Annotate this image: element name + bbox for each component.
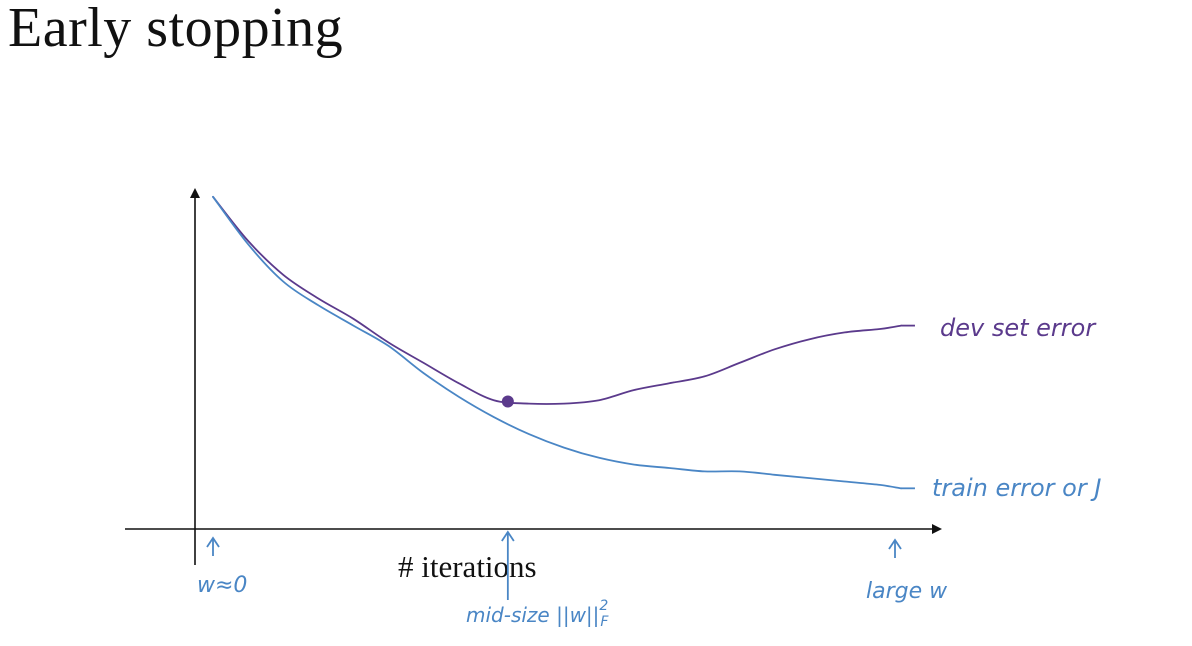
series-label-train: train error or J xyxy=(932,474,1101,502)
annotation-arrow-origin xyxy=(206,536,220,556)
dev-set-error-curve xyxy=(212,195,902,405)
series-label-dev: dev set error xyxy=(940,314,1097,342)
early-stop-marker xyxy=(501,395,514,408)
annotation-arrows xyxy=(206,530,902,600)
x-axis-label: # iterations xyxy=(398,549,537,584)
annotation-large-w: large w xyxy=(866,579,948,604)
annotation-mid-sub: F xyxy=(600,614,609,630)
annotation-arrow-mid xyxy=(501,530,515,600)
annotation-mid-size: mid-size ||w||2 F xyxy=(466,598,609,630)
slide-title: Early stopping xyxy=(8,0,344,59)
annotation-mid-sup: 2 xyxy=(599,598,608,614)
train-error-curve xyxy=(212,195,902,490)
annotation-origin: w≈0 xyxy=(197,573,247,598)
annotation-arrow-large xyxy=(888,538,902,558)
